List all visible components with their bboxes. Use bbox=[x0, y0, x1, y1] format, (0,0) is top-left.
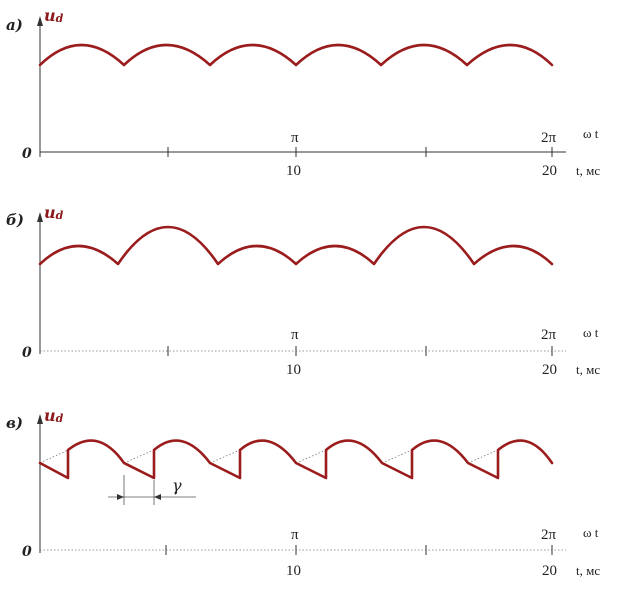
panel-c-y-arrow bbox=[37, 414, 43, 424]
panel-a-y-label: ud bbox=[44, 6, 64, 25]
panel-a-voltage-curve bbox=[38, 43, 554, 67]
panel-c-y-label: ud bbox=[44, 406, 64, 425]
panel-c-pi-label: π bbox=[291, 527, 299, 543]
panel-b-voltage-curve bbox=[38, 225, 554, 266]
panel-b-angle-label: ω t bbox=[583, 325, 599, 340]
panel-c-origin: 0 bbox=[22, 544, 32, 560]
panel-b-pi-label: π bbox=[291, 327, 299, 343]
panel-a-pi-label: π bbox=[291, 130, 299, 146]
panel-a-2pi-label: 2π bbox=[541, 130, 557, 146]
panel-a-t-tick: 10 bbox=[286, 163, 301, 179]
panel-b-label: б) bbox=[6, 211, 24, 229]
panel-b-origin: 0 bbox=[22, 345, 32, 361]
panel-c-t-tick: 10 bbox=[286, 563, 301, 579]
panel-c: в) ud 0 π 2π ω t 10 20 t, мс bbox=[6, 406, 600, 579]
panel-b-2pi-label: 2π bbox=[541, 327, 557, 343]
panel-c-label: в) bbox=[6, 414, 23, 432]
panel-b-t-tick: 10 bbox=[286, 362, 301, 378]
panel-b-t-tick: 20 bbox=[542, 362, 557, 378]
panel-a-angle-label: ω t bbox=[583, 126, 599, 141]
panel-c-gamma-dimension bbox=[108, 475, 196, 505]
panel-b-y-label: ud bbox=[44, 203, 64, 222]
panel-c-gamma-label: γ bbox=[172, 476, 182, 495]
panel-b-t-unit: t, мс bbox=[576, 362, 600, 377]
panel-a-t-tick: 20 bbox=[542, 163, 557, 179]
panel-c-t-unit: t, мс bbox=[576, 563, 600, 578]
panel-a-t-unit: t, мс bbox=[576, 163, 600, 178]
panel-a-y-arrow bbox=[37, 16, 43, 26]
panel-a-origin: 0 bbox=[22, 146, 32, 162]
panel-c-voltage-curve bbox=[38, 439, 554, 480]
panel-c-2pi-label: 2π bbox=[541, 527, 557, 543]
panel-b: б) ud 0 π 2π ω t 10 20 t, мс bbox=[6, 203, 600, 378]
panel-a-label: а) bbox=[6, 16, 23, 34]
panel-c-angle-label: ω t bbox=[583, 525, 599, 540]
panel-c-t-tick: 20 bbox=[542, 563, 557, 579]
panel-c-commutation-guides bbox=[39, 449, 499, 464]
panel-b-y-arrow bbox=[37, 212, 43, 222]
panel-a: а) ud 0 π 2π ω t 10 20 t, мс bbox=[6, 6, 600, 179]
